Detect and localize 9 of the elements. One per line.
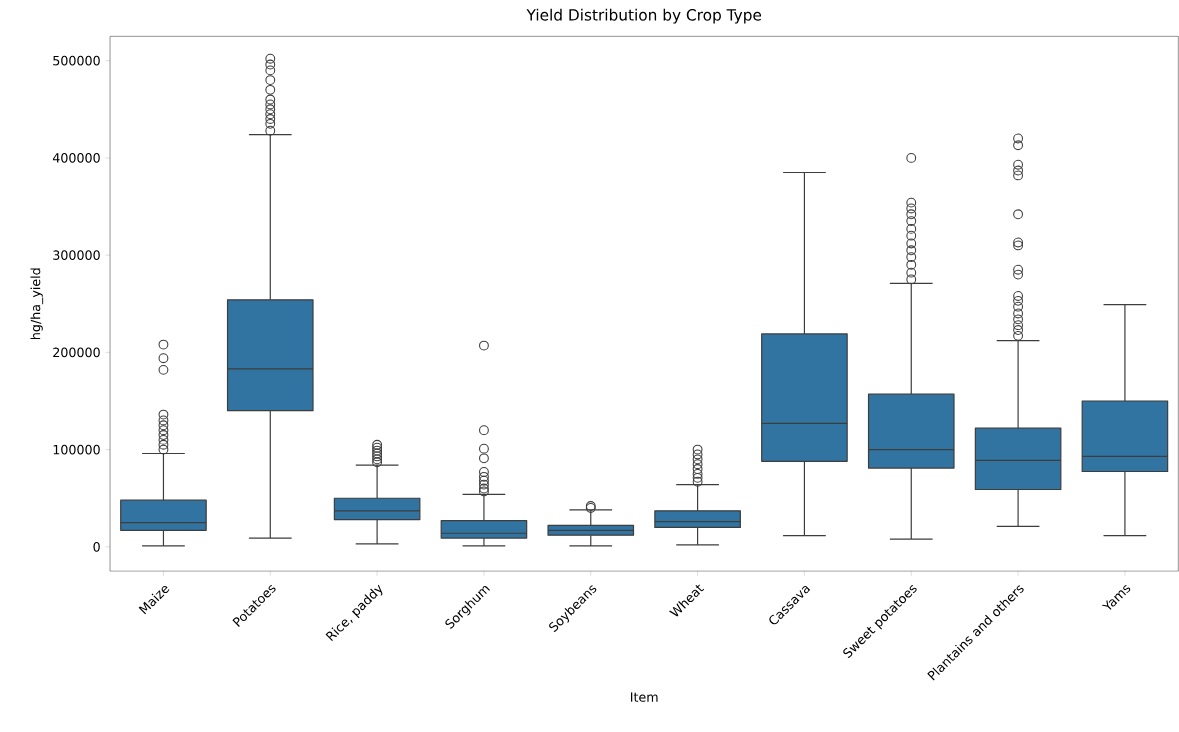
x-axis-title: Item bbox=[631, 692, 658, 702]
chart-title: Yield Distribution by Crop Type bbox=[526, 8, 762, 24]
y-tick-label: 0 bbox=[93, 541, 100, 552]
y-axis-title: hg/ha_yield bbox=[30, 268, 44, 339]
y-tick-label: 200000 bbox=[53, 347, 100, 358]
y-tick-label: 300000 bbox=[53, 250, 100, 260]
y-tick-label: 500000 bbox=[53, 55, 100, 66]
y-tick-label: 100000 bbox=[53, 444, 100, 455]
y-tick-label: 400000 bbox=[52, 153, 100, 163]
